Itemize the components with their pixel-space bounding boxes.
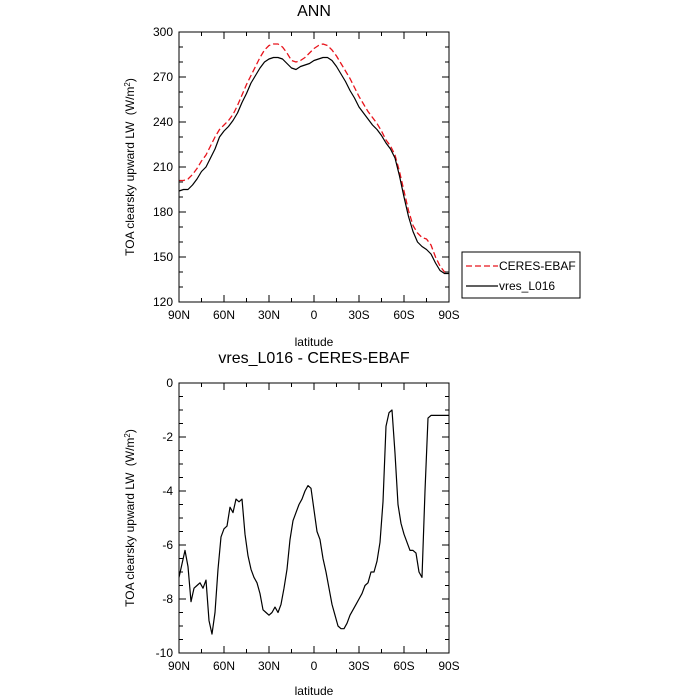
ann-y-tick-label: 180 <box>153 205 173 219</box>
difference-series-line-0 <box>178 409 449 635</box>
ann-x-tick-label: 30N <box>258 308 280 322</box>
difference-y-tick-label: -10 <box>156 646 174 660</box>
difference-x-tick-label: 90N <box>168 659 190 673</box>
ann-y-tick-label: 210 <box>153 160 173 174</box>
chart-title-ann: ANN <box>297 3 331 20</box>
difference-x-axis-label: latitude <box>295 684 334 698</box>
chart-title-difference: vres_L016 - CERES-EBAF <box>218 350 409 367</box>
difference-y-tick-label: -4 <box>162 484 173 498</box>
legend-label-vres-l016: vres_L016 <box>499 279 555 293</box>
ann-plot-frame <box>178 31 450 303</box>
difference-x-ticks: 90N 60N 30N 0 30S 60S 90S <box>168 383 460 673</box>
legend-box <box>461 251 581 299</box>
difference-x-tick-label: 30N <box>258 659 280 673</box>
ann-x-tick-label: 30S <box>348 308 369 322</box>
difference-plot-marks <box>178 409 449 635</box>
ann-x-tick-label: 60N <box>213 308 235 322</box>
ann-x-axis-label: latitude <box>295 335 334 349</box>
panel-difference: vres_L016 - CERES-EBAF 90N 60N 30N 0 30S 60S 9… <box>123 350 460 698</box>
ann-y-ticks: 120 150 180 210 240 270 300 <box>153 25 449 309</box>
difference-y-axis-label: TOA clearsky upward LW (W/m2) <box>123 429 137 607</box>
difference-y-tick-label: -6 <box>162 538 173 552</box>
ann-series-line-0 <box>179 43 449 273</box>
ann-y-tick-label: 300 <box>153 25 173 39</box>
ann-y-tick-label: 270 <box>153 70 173 84</box>
difference-y-tick-label: -8 <box>162 592 173 606</box>
ann-plot-marks <box>178 43 449 275</box>
difference-plot-frame <box>178 382 450 654</box>
ann-x-ticks: 90N 60N 30N 0 30S 60S 90S <box>168 32 460 322</box>
difference-x-tick-label: 90S <box>438 659 459 673</box>
ann-x-tick-label: 90S <box>438 308 459 322</box>
difference-y-tick-label: -2 <box>162 430 173 444</box>
ann-x-tick-label: 0 <box>311 308 318 322</box>
difference-x-tick-label: 60S <box>393 659 414 673</box>
panel-ann: ANN 90N 60N 30N 0 30S 60S 90S 120 150 180 210 240 2… <box>123 3 581 349</box>
ann-y-tick-label: 240 <box>153 115 173 129</box>
difference-x-tick-label: 0 <box>311 659 318 673</box>
legend: CERES-EBAF vres_L016 <box>461 251 581 299</box>
ann-y-axis-label: TOA clearsky upward LW (W/m2) <box>123 78 137 256</box>
ann-y-tick-label: 120 <box>153 295 173 309</box>
legend-label-ceres-ebaf: CERES-EBAF <box>499 259 576 273</box>
ann-x-tick-label: 60S <box>393 308 414 322</box>
ann-x-tick-label: 90N <box>168 308 190 322</box>
difference-y-tick-label: 0 <box>166 376 173 390</box>
ann-y-tick-label: 150 <box>153 250 173 264</box>
difference-y-ticks: -10 -8 -6 -4 -2 0 <box>156 376 449 660</box>
ann-series-line-1 <box>178 56 449 275</box>
difference-x-tick-label: 30S <box>348 659 369 673</box>
difference-x-tick-label: 60N <box>213 659 235 673</box>
